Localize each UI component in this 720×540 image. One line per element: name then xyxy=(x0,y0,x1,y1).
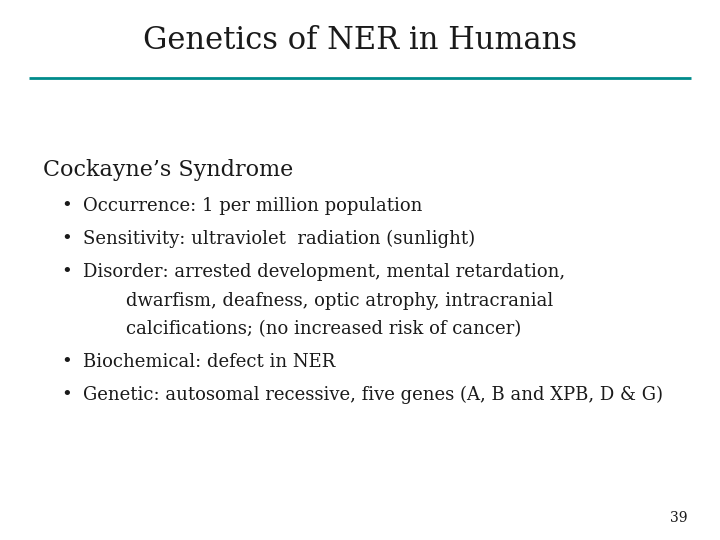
Text: Cockayne’s Syndrome: Cockayne’s Syndrome xyxy=(43,159,294,181)
Text: 39: 39 xyxy=(670,511,688,525)
Text: •: • xyxy=(61,353,72,372)
Text: Occurrence: 1 per million population: Occurrence: 1 per million population xyxy=(83,197,422,215)
Text: •: • xyxy=(61,197,72,215)
Text: calcifications; (no increased risk of cancer): calcifications; (no increased risk of ca… xyxy=(126,320,521,339)
Text: dwarfism, deafness, optic atrophy, intracranial: dwarfism, deafness, optic atrophy, intra… xyxy=(126,292,553,310)
Text: •: • xyxy=(61,230,72,248)
Text: Biochemical: defect in NER: Biochemical: defect in NER xyxy=(83,353,335,372)
Text: •: • xyxy=(61,263,72,281)
Text: Genetics of NER in Humans: Genetics of NER in Humans xyxy=(143,25,577,56)
Text: Genetic: autosomal recessive, five genes (A, B and XPB, D & G): Genetic: autosomal recessive, five genes… xyxy=(83,386,663,404)
Text: Disorder: arrested development, mental retardation,: Disorder: arrested development, mental r… xyxy=(83,263,565,281)
Text: •: • xyxy=(61,386,72,404)
Text: Sensitivity: ultraviolet  radiation (sunlight): Sensitivity: ultraviolet radiation (sunl… xyxy=(83,230,475,248)
